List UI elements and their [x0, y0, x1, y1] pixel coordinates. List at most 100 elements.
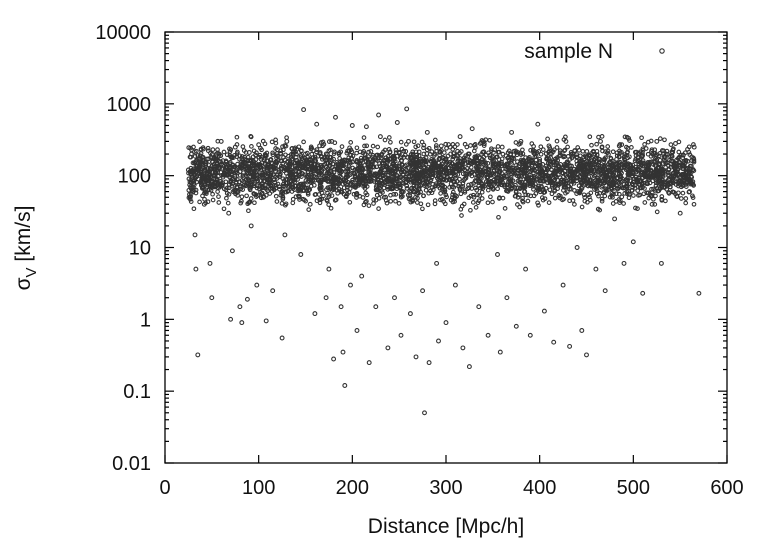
scatter-point — [421, 156, 427, 162]
scatter-point — [490, 187, 496, 192]
scatter-point — [479, 196, 485, 201]
scatter-point — [537, 170, 543, 175]
y-tick-label: 10 — [129, 238, 151, 260]
scatter-point — [547, 187, 553, 193]
scatter-point — [414, 154, 420, 160]
scatter-point — [570, 151, 575, 157]
scatter-point — [497, 167, 502, 172]
scatter-point — [347, 186, 353, 191]
scatter-point — [582, 195, 588, 200]
scatter-point — [580, 148, 586, 154]
scatter-point — [696, 290, 702, 296]
scatter-point — [500, 195, 506, 201]
scatter-point — [560, 282, 566, 288]
scatter-point — [323, 295, 329, 301]
scatter-point — [567, 198, 572, 204]
scatter-point — [678, 196, 684, 201]
scatter-point — [278, 151, 284, 156]
scatter-point — [357, 179, 362, 185]
scatter-point — [530, 182, 536, 188]
scatter-point — [305, 179, 310, 185]
scatter-point — [301, 139, 306, 145]
x-tick-label: 600 — [710, 477, 743, 499]
scatter-point — [598, 170, 604, 176]
scatter-point — [282, 143, 288, 148]
scatter-point — [555, 167, 561, 173]
scatter-point — [636, 193, 641, 198]
scatter-point — [459, 213, 464, 218]
scatter-point — [522, 160, 528, 166]
scatter-point — [526, 156, 531, 161]
scatter-point — [476, 304, 482, 310]
scatter-point — [392, 295, 397, 301]
scatter-point — [583, 154, 589, 160]
scatter-point — [549, 167, 554, 173]
scatter-point — [269, 160, 274, 166]
scatter-point — [537, 160, 543, 166]
scatter-point — [603, 149, 608, 154]
scatter-point — [411, 171, 416, 176]
scatter-point — [682, 172, 687, 178]
scatter-point — [195, 160, 200, 166]
scatter-point — [577, 189, 583, 195]
scatter-point — [549, 183, 555, 189]
scatter-point — [471, 181, 476, 186]
scatter-point — [384, 200, 390, 206]
scatter-point — [652, 202, 658, 207]
scatter-point — [407, 311, 413, 317]
scatter-point — [436, 338, 441, 344]
scatter-point — [328, 205, 334, 211]
scatter-point — [306, 174, 311, 180]
scatter-point — [585, 183, 591, 189]
scatter-point — [509, 186, 514, 192]
scatter-point — [668, 180, 674, 186]
scatter-point — [314, 121, 320, 127]
scatter-point — [423, 178, 428, 184]
scatter-point — [656, 178, 662, 184]
scatter-point — [448, 151, 454, 157]
scatter-point — [311, 148, 317, 154]
scatter-point — [575, 145, 581, 150]
scatter-point — [193, 266, 199, 272]
scatter-point — [561, 184, 567, 190]
scatter-point — [598, 138, 603, 144]
scatter-point — [373, 304, 379, 310]
scatter-point — [470, 200, 476, 205]
scatter-point — [649, 147, 655, 153]
scatter-point — [545, 136, 550, 142]
scatter-point — [253, 157, 259, 162]
scatter-point — [420, 288, 426, 294]
scatter-point — [426, 145, 432, 151]
scatter-point — [593, 172, 598, 178]
scatter-point — [596, 156, 601, 162]
scatter-point — [657, 136, 663, 141]
scatter-point — [348, 160, 353, 166]
y-axis-subscript: V — [23, 267, 40, 277]
scatter-point — [470, 192, 476, 198]
scatter-point — [645, 151, 651, 157]
y-tick-label: 1000 — [107, 94, 152, 116]
scatter-point — [636, 162, 642, 168]
scatter-point — [457, 181, 462, 187]
scatter-point — [418, 182, 423, 188]
scatter-point — [237, 156, 242, 162]
scatter-point — [397, 185, 403, 191]
scatter-point — [248, 184, 254, 190]
scatter-point — [666, 166, 672, 172]
scatter-point — [552, 195, 558, 201]
scatter-point — [644, 160, 650, 166]
scatter-point — [404, 183, 410, 189]
scatter-point — [258, 195, 264, 201]
scatter-point — [224, 152, 230, 158]
scatter-point — [626, 171, 632, 176]
scatter-point — [595, 206, 601, 212]
scatter-point — [684, 165, 689, 171]
scatter-point — [270, 288, 276, 294]
scatter-point — [410, 189, 416, 195]
scatter-point — [499, 144, 505, 150]
scatter-point — [495, 144, 501, 149]
scatter-point — [495, 252, 500, 257]
scatter-point — [198, 171, 203, 177]
scatter-point — [432, 153, 437, 158]
scatter-point — [651, 169, 656, 175]
